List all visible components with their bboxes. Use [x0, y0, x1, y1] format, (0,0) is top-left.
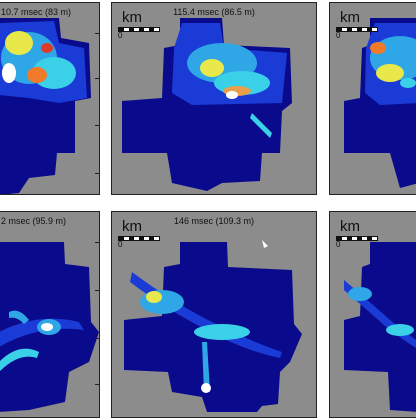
- scale-bar: km 0: [118, 9, 162, 40]
- scale-unit-label: km: [122, 218, 142, 235]
- scale-zero-label: 0: [118, 240, 123, 249]
- panel-2-title: 115.4 msec (86.5 m): [173, 7, 255, 17]
- scale-bar-graphic: [336, 27, 378, 32]
- map-panel-6: km 0: [329, 211, 416, 418]
- heatmap-4: [0, 242, 99, 412]
- axis-tick: [95, 338, 99, 339]
- axis-tick: [95, 384, 99, 385]
- scale-bar-graphic: [118, 236, 160, 241]
- axis-tick: [95, 125, 99, 126]
- scale-zero-label: 0: [336, 240, 341, 249]
- axis-tick: [95, 78, 99, 79]
- scale-bar-graphic: [118, 27, 160, 32]
- heatmap-6: [344, 242, 416, 412]
- map-panel-4: 2 msec (95.9 m): [0, 211, 100, 418]
- panel-4-title: 2 msec (95.9 m): [1, 216, 67, 226]
- scale-unit-label: km: [122, 9, 142, 26]
- map-panel-5: 146 msec (109.3 m) km 0: [111, 211, 317, 418]
- scale-unit-label: km: [340, 218, 360, 235]
- heatmap-5: [124, 240, 302, 412]
- scale-bar: km 0: [118, 218, 162, 249]
- heatmap-1: [0, 18, 91, 194]
- scale-bar: km 0: [336, 218, 380, 249]
- axis-tick: [95, 33, 99, 34]
- axis-tick: [95, 290, 99, 291]
- panel-5-title: 146 msec (109.3 m): [173, 216, 255, 226]
- axis-tick: [95, 173, 99, 174]
- heatmap-3: [344, 18, 416, 188]
- scale-bar: km 0: [336, 9, 380, 40]
- map-panel-1: 10.7 msec (83 m): [0, 2, 100, 195]
- heatmap-2: [122, 18, 292, 191]
- map-panel-2: 115.4 msec (86.5 m) km 0: [111, 2, 317, 195]
- scale-zero-label: 0: [118, 31, 123, 40]
- axis-tick: [95, 242, 99, 243]
- map-panel-3: km 0: [329, 2, 416, 195]
- scale-bar-graphic: [336, 236, 378, 241]
- scale-unit-label: km: [340, 9, 360, 26]
- panel-1-title: 10.7 msec (83 m): [1, 7, 72, 17]
- scale-zero-label: 0: [336, 31, 341, 40]
